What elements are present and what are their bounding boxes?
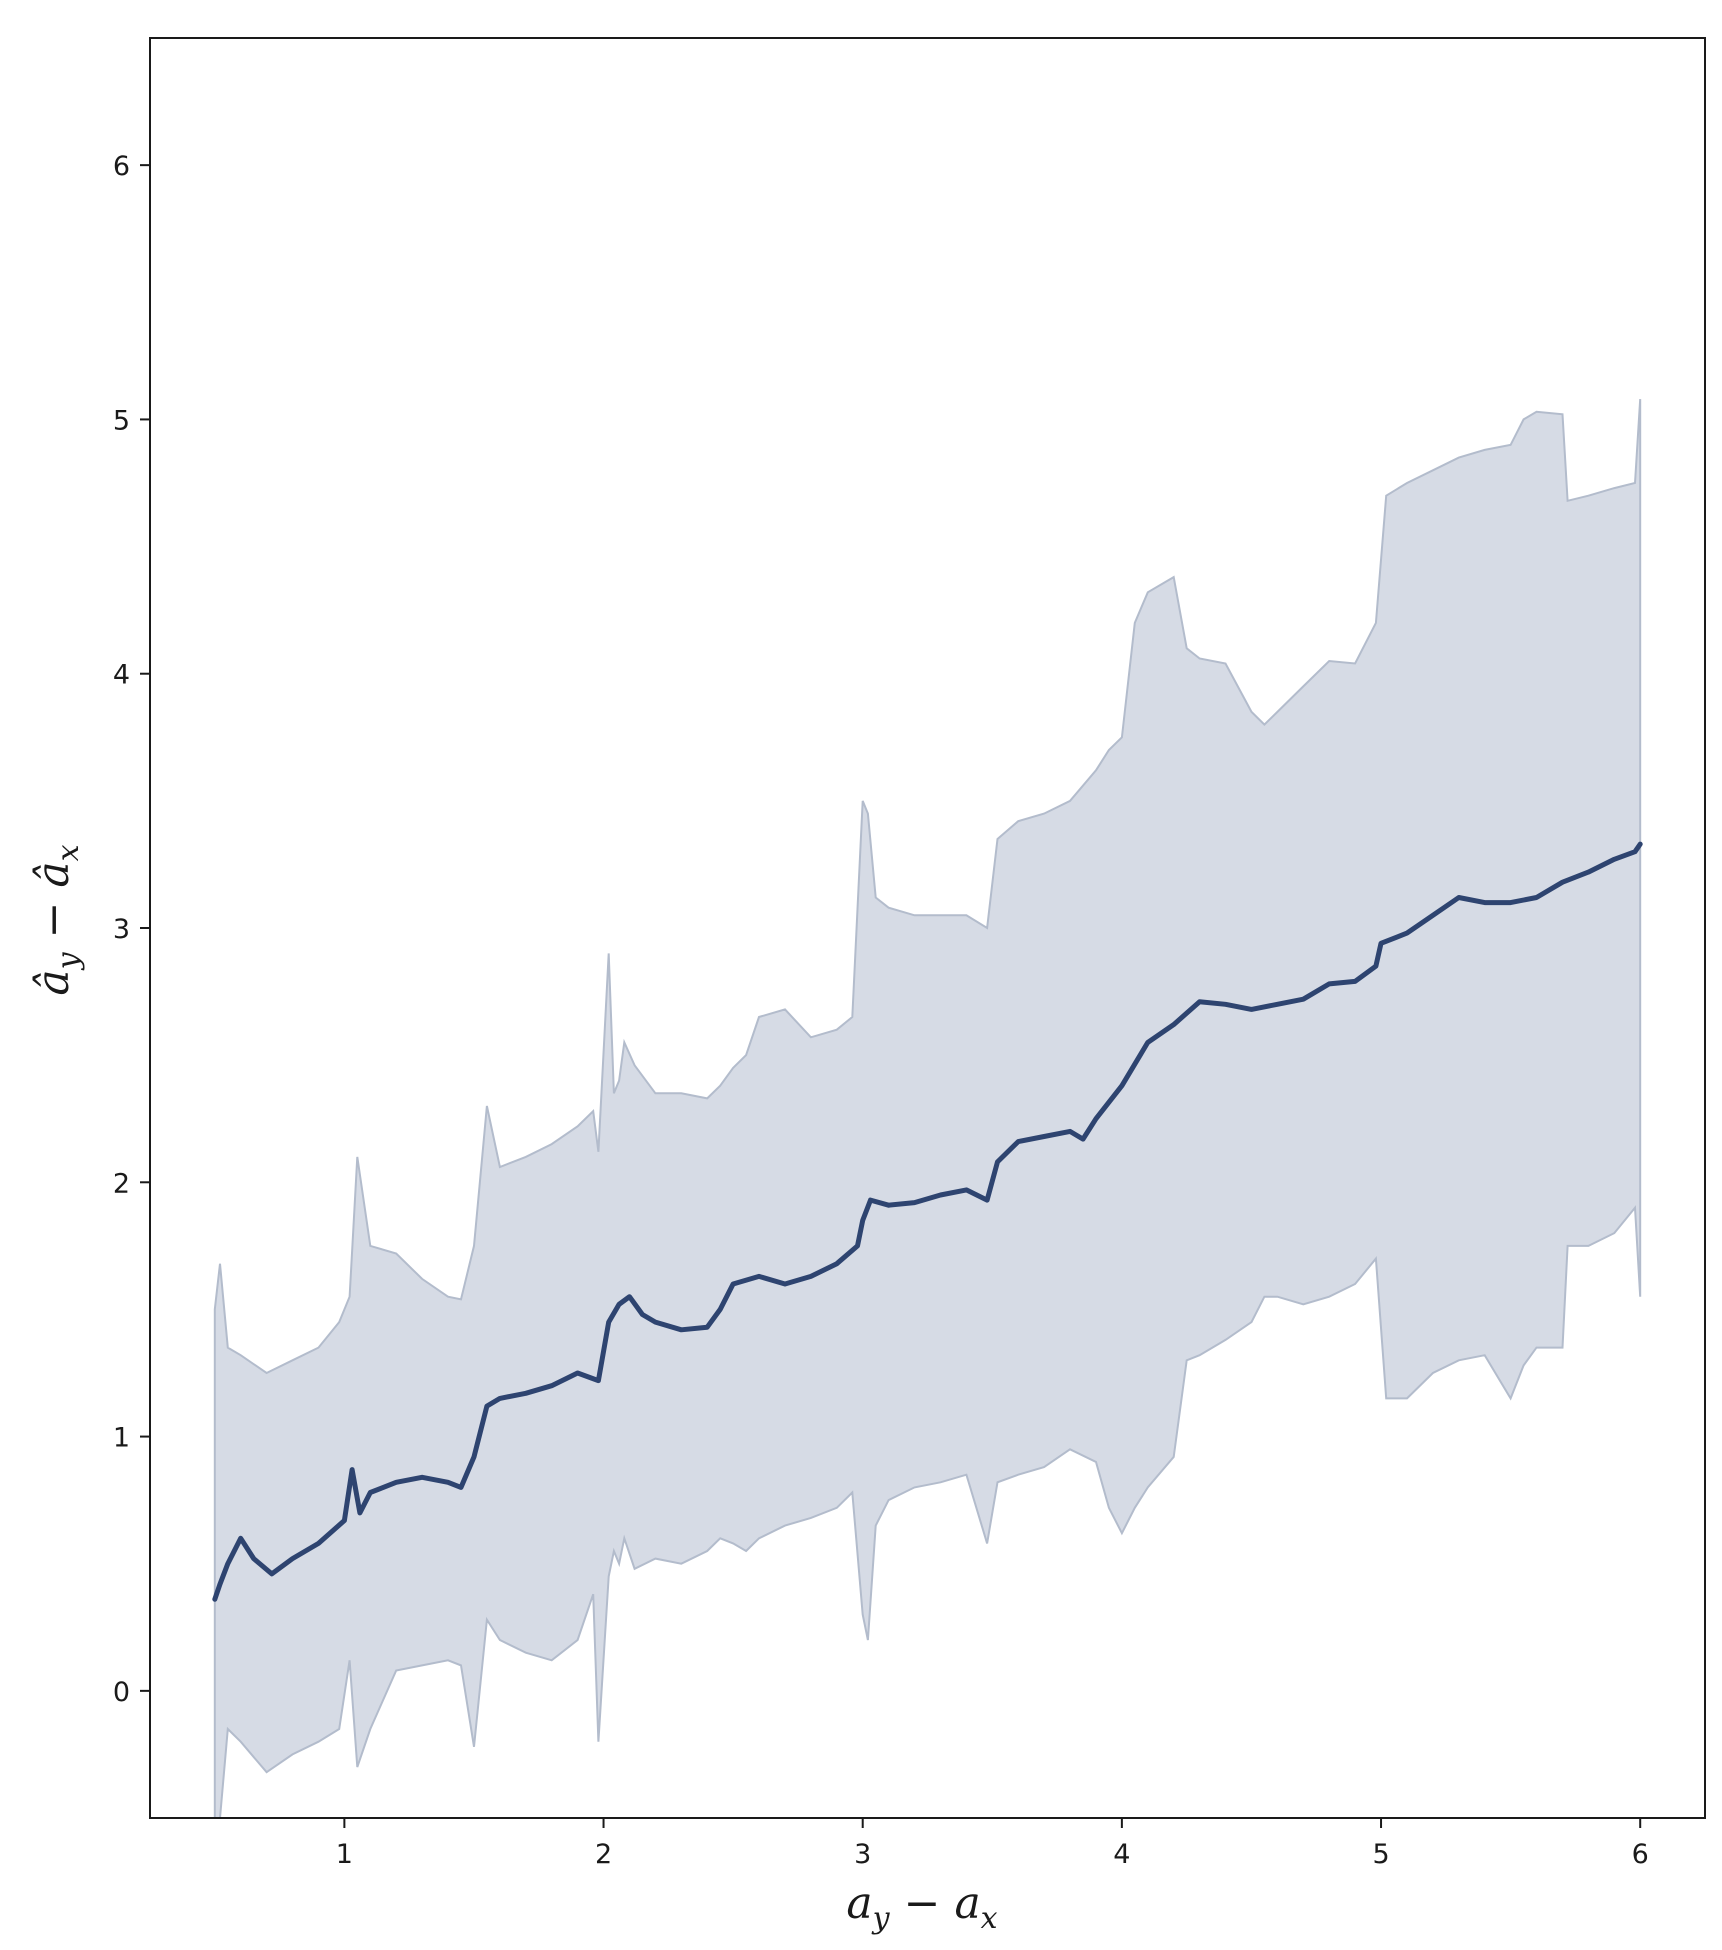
plot-area — [212, 399, 1643, 1818]
series-line-0 — [212, 841, 1643, 1602]
y-tick-label: 4 — [113, 660, 130, 691]
x-axis-label-main2: a — [954, 1878, 980, 1929]
y-axis-label-main: â — [28, 969, 79, 995]
x-tick-label: 6 — [1632, 1839, 1649, 1870]
y-axis-label-main2: â — [28, 861, 79, 887]
x-axis-label: ay − ax — [846, 1878, 997, 1936]
y-axis-label-sub2: x — [51, 844, 86, 861]
x-axis-label-sub1: y — [871, 1901, 891, 1936]
x-axis-label-sub2: x — [981, 1901, 998, 1936]
y-axis-label-sub1: y — [51, 951, 86, 971]
x-tick-label: 3 — [854, 1839, 871, 1870]
x-axis-label-main: a — [846, 1878, 872, 1929]
y-tick-label: 2 — [113, 1168, 130, 1199]
y-tick-label: 1 — [113, 1423, 130, 1454]
axis-ticks: 1 2 3 4 5 6 0 1 2 3 4 5 6 — [113, 151, 1649, 1870]
y-tick-label: 5 — [113, 405, 130, 436]
x-tick-label: 5 — [1372, 1839, 1389, 1870]
y-tick-label: 6 — [113, 151, 130, 182]
plot-frame — [149, 37, 1706, 1819]
x-tick-label: 2 — [595, 1839, 612, 1870]
confidence-band — [213, 399, 1642, 1818]
x-tick-label: 1 — [336, 1839, 353, 1870]
y-axis-label-op: − — [28, 888, 79, 953]
y-tick-label: 0 — [113, 1677, 130, 1708]
x-axis-label-op: − — [890, 1878, 955, 1929]
y-tick-label: 3 — [113, 914, 130, 945]
y-axis-label: ây − âx — [28, 844, 86, 995]
x-tick-label: 4 — [1113, 1839, 1130, 1870]
